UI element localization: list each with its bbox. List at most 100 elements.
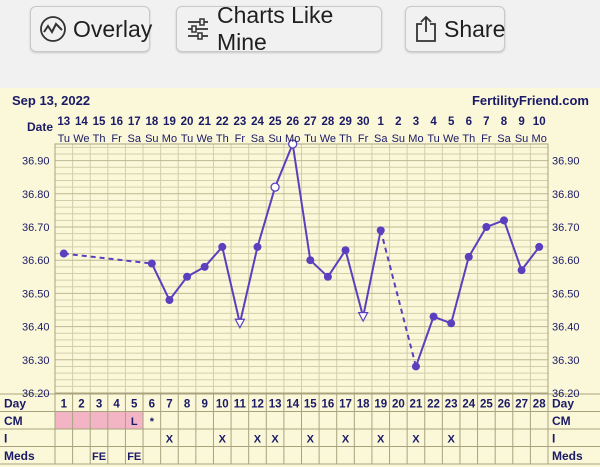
intercourse-row-cell: X: [342, 433, 350, 445]
temperature-line: [63, 143, 540, 367]
y-tick-label-right: 36.90: [552, 156, 580, 168]
temperature-point[interactable]: [517, 266, 526, 275]
temperature-point[interactable]: [306, 256, 315, 265]
temperature-segment: [503, 220, 523, 271]
weekday-label: We: [320, 133, 336, 145]
cm-highlight-cell: [72, 411, 91, 429]
y-tick-label-left: 36.90: [22, 156, 50, 168]
weekday-label: Fr: [235, 133, 246, 145]
temperature-point[interactable]: [464, 252, 473, 261]
weekday-label: Su: [268, 133, 281, 145]
date-label: 17: [128, 116, 141, 128]
temperature-point[interactable]: [482, 223, 491, 231]
weekday-label: We: [73, 133, 89, 145]
overlay-button[interactable]: Overlay: [30, 6, 152, 52]
charts-like-mine-button[interactable]: Charts Like Mine: [176, 2, 382, 55]
temperature-point-discarded[interactable]: [357, 312, 369, 323]
temperature-point[interactable]: [253, 242, 262, 251]
weekday-label: Th: [93, 133, 106, 145]
day-row-cell: 17: [339, 398, 352, 410]
day-row-cell: 25: [480, 398, 493, 410]
temperature-segment: [379, 230, 417, 367]
temperature-point[interactable]: [323, 272, 332, 281]
cm-row-cell: L: [131, 416, 138, 428]
date-label: 8: [501, 116, 508, 128]
share-button[interactable]: Share: [405, 6, 505, 52]
temperature-segment: [344, 249, 365, 317]
day-row-cell: 6: [149, 398, 155, 410]
weekday-label: We: [197, 133, 213, 145]
temperature-point[interactable]: [341, 246, 350, 255]
weekday-label: Sa: [497, 133, 511, 145]
cm-highlight-cell: [55, 411, 73, 429]
date-label: 27: [304, 116, 317, 128]
weekday-label: Fr: [358, 133, 369, 145]
day-row-cell: 19: [374, 398, 387, 410]
temperature-segment: [203, 246, 224, 268]
date-label: 6: [466, 116, 472, 128]
temperature-segment: [291, 143, 312, 261]
y-tick-label-left: 36.80: [22, 189, 50, 201]
temperature-point[interactable]: [447, 319, 456, 328]
date-label: 20: [181, 116, 194, 128]
date-label: 9: [518, 116, 524, 128]
cm-highlight-cell: [125, 411, 144, 429]
temperature-point[interactable]: [499, 216, 508, 225]
cm-highlight-cell: [90, 411, 108, 429]
date-label: 15: [93, 116, 106, 128]
temperature-point-discarded[interactable]: [234, 318, 246, 330]
y-tick-label-right: 36.80: [552, 189, 580, 201]
date-label: 24: [251, 116, 264, 128]
temperature-point[interactable]: [535, 242, 544, 251]
weekday-label: Sa: [251, 133, 265, 145]
day-row-cell: 9: [201, 398, 207, 410]
weekday-label: Mo: [162, 133, 177, 145]
day-row-cell: 12: [251, 398, 264, 410]
weekday-label: Mo: [285, 133, 300, 145]
date-label: 3: [413, 116, 419, 128]
temperature-point[interactable]: [218, 242, 227, 251]
y-tick-label-left: 36.70: [22, 222, 50, 234]
temperature-point[interactable]: [147, 259, 156, 268]
temperature-point[interactable]: [376, 226, 385, 235]
temperature-point[interactable]: [183, 272, 192, 281]
temperature-segment: [150, 263, 171, 301]
weekday-label: Mo: [408, 133, 423, 145]
temperature-segment: [63, 252, 152, 265]
day-row-label-right: Day: [552, 396, 574, 410]
weekday-label: Mo: [532, 133, 547, 145]
weekday-label: Fr: [111, 133, 122, 145]
day-row-cell: 7: [166, 398, 172, 410]
day-row-cell: 21: [410, 398, 423, 410]
weekday-label: We: [443, 133, 459, 145]
date-row-label: Date: [27, 120, 53, 134]
temperature-segment: [362, 230, 382, 317]
date-label: 25: [269, 116, 282, 128]
y-tick-label-left: 36.40: [22, 322, 50, 334]
temperature-point[interactable]: [59, 249, 68, 258]
date-label: 23: [233, 116, 246, 128]
day-row-cell: 20: [392, 398, 405, 410]
y-tick-label-right: 36.60: [552, 255, 580, 267]
temperature-point[interactable]: [429, 312, 438, 321]
day-row-cell: 24: [462, 398, 475, 410]
temperature-point-open[interactable]: [288, 139, 298, 149]
temperature-point[interactable]: [165, 296, 174, 305]
temperature-segment: [309, 259, 329, 278]
date-label: 5: [448, 116, 455, 128]
cm-row-label-right: CM: [552, 414, 571, 428]
weekday-label: Su: [392, 133, 405, 145]
weekday-label: Th: [339, 133, 352, 145]
temperature-point[interactable]: [411, 362, 420, 371]
weekday-label: Tu: [181, 133, 193, 145]
temperature-point-open[interactable]: [270, 182, 280, 192]
temperature-points: [59, 139, 544, 371]
fertility-chart: Sep 13, 2022 FertilityFriend.com Date 36…: [0, 88, 600, 467]
temperature-point[interactable]: [200, 262, 209, 271]
date-label: 21: [198, 116, 211, 128]
date-label: 18: [145, 116, 158, 128]
weekday-label: Su: [145, 133, 158, 145]
intercourse-row-cell: X: [447, 433, 455, 445]
y-tick-label-left: 36.20: [22, 388, 50, 400]
cm-highlight-cell: [107, 411, 126, 429]
